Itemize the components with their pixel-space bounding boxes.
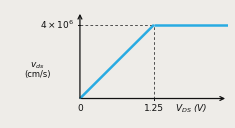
Text: 1.25: 1.25: [144, 104, 164, 113]
Text: $v_{ds}$: $v_{ds}$: [30, 61, 45, 71]
Text: 0: 0: [77, 104, 83, 113]
Text: (cm/s): (cm/s): [24, 70, 51, 79]
Text: $4 \times 10^6$: $4 \times 10^6$: [40, 19, 74, 31]
Text: $V_{DS}$ (V): $V_{DS}$ (V): [175, 102, 207, 115]
